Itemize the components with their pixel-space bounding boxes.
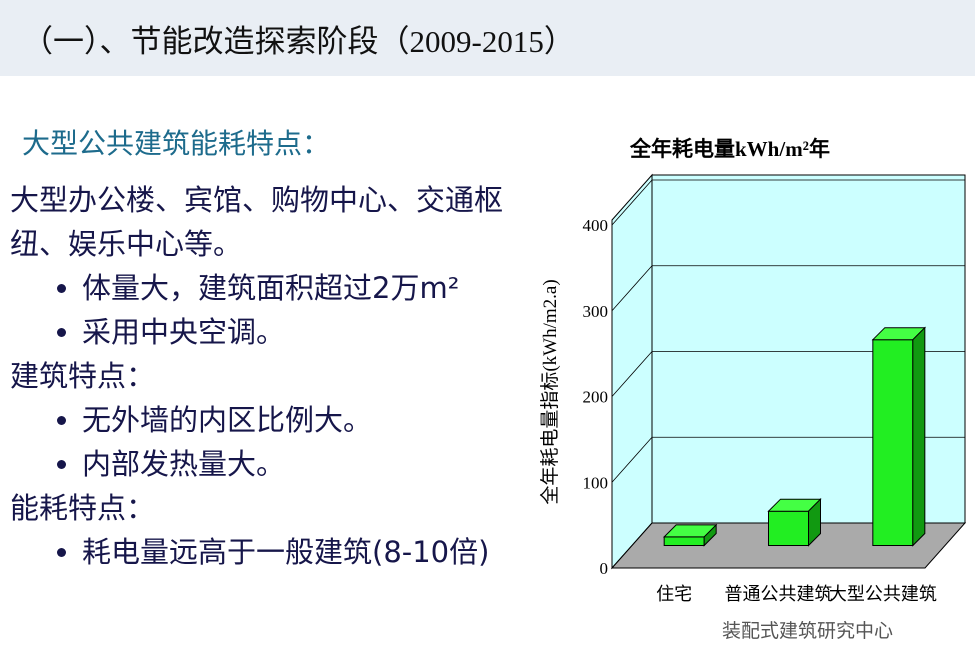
bullet-item: 内部发热量大。 xyxy=(82,442,510,486)
paragraph: 大型办公楼、宾馆、购物中心、交通枢纽、娱乐中心等。 xyxy=(10,183,504,261)
grid-line xyxy=(611,265,965,312)
bar-front xyxy=(872,339,914,547)
bar-front xyxy=(663,536,705,546)
bullet-list: 体量大，建筑面积超过2万m²采用中央空调。 xyxy=(10,266,510,354)
watermark: 装配式建筑研究中心 xyxy=(722,620,894,642)
bullet-item: 体量大，建筑面积超过2万m² xyxy=(82,266,510,310)
y-tick-label: 200 xyxy=(583,388,609,407)
x-tick-label: 大型公共建筑 xyxy=(829,584,937,604)
grid-line xyxy=(611,179,965,226)
x-tick-label: 普通公共建筑 xyxy=(725,584,833,604)
grid-line xyxy=(611,436,965,483)
bar-side xyxy=(912,326,926,547)
grid-line xyxy=(611,351,965,397)
grid-line xyxy=(611,522,965,569)
paragraph: 建筑特点： xyxy=(10,359,156,393)
y-tick-label: 300 xyxy=(583,302,609,321)
y-tick-label: 100 xyxy=(583,473,609,492)
paragraph: 能耗特点： xyxy=(10,491,156,525)
slide-title: （一）、节能改造探索阶段（2009-2015） xyxy=(22,24,575,59)
side-wall xyxy=(611,173,653,570)
y-axis-title: 全年耗电量指标(kWh/m2.a) xyxy=(539,279,561,504)
bullet-list: 无外墙的内区比例大。内部发热量大。 xyxy=(10,398,510,486)
bullet-item: 无外墙的内区比例大。 xyxy=(82,398,510,442)
title-bar: （一）、节能改造探索阶段（2009-2015） xyxy=(0,0,975,76)
bullet-item: 耗电量远高于一般建筑(8-10倍) xyxy=(82,530,510,574)
chart-title: 全年耗电量kWh/m²年 xyxy=(629,137,830,161)
bullet-list: 耗电量远高于一般建筑(8-10倍) xyxy=(10,530,510,574)
bar-front xyxy=(768,510,809,547)
body-text: 大型办公楼、宾馆、购物中心、交通枢纽、娱乐中心等。体量大，建筑面积超过2万m²采… xyxy=(10,178,510,574)
bullet-item: 采用中央空调。 xyxy=(82,310,510,354)
bar-side xyxy=(808,497,821,547)
x-tick-label: 住宅 xyxy=(656,584,692,604)
heading: 大型公共建筑能耗特点： xyxy=(22,127,331,160)
bar-side xyxy=(703,523,717,547)
y-tick-label: 400 xyxy=(583,216,609,235)
y-tick-label: 0 xyxy=(600,559,609,578)
